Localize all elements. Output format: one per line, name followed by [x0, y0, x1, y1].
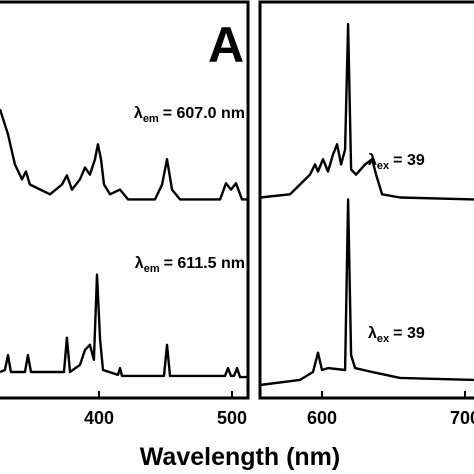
panel-label: A — [208, 17, 244, 73]
annotation-subscript: ex — [377, 160, 390, 172]
x-axis-label: Wavelength (nm) — [140, 443, 340, 471]
annotation-text: = 611.5 nm — [164, 255, 245, 272]
x-tick-label: 700 — [450, 408, 474, 428]
annotation-symbol: λ — [368, 325, 377, 342]
panel-frame — [0, 0, 250, 400]
annotation-subscript: em — [144, 263, 160, 275]
x-tick-label: 400 — [84, 408, 114, 428]
annotation-subscript: ex — [377, 333, 390, 345]
annotation: λex = 39 — [368, 152, 425, 172]
annotation-symbol: λ — [134, 105, 143, 122]
panel-frame — [258, 0, 474, 400]
annotation: λem = 611.5 nm — [135, 255, 245, 275]
annotation-text: = 39 — [393, 152, 425, 169]
x-tick-label: 500 — [217, 408, 247, 428]
annotation-text: = 39 — [393, 325, 425, 342]
annotation-text: = 607.0 nm — [163, 105, 245, 122]
spectrum-line — [259, 198, 474, 387]
annotation: λem = 607.0 nm — [134, 105, 245, 125]
spectrum-line — [259, 22, 474, 201]
annotation-symbol: λ — [135, 255, 144, 272]
annotation-subscript: em — [143, 113, 159, 125]
spectrum-line — [0, 108, 248, 201]
spectrum-line — [0, 273, 248, 379]
annotation-symbol: λ — [368, 152, 377, 169]
x-tick-label: 600 — [307, 408, 337, 428]
annotation: λex = 39 — [368, 325, 425, 345]
